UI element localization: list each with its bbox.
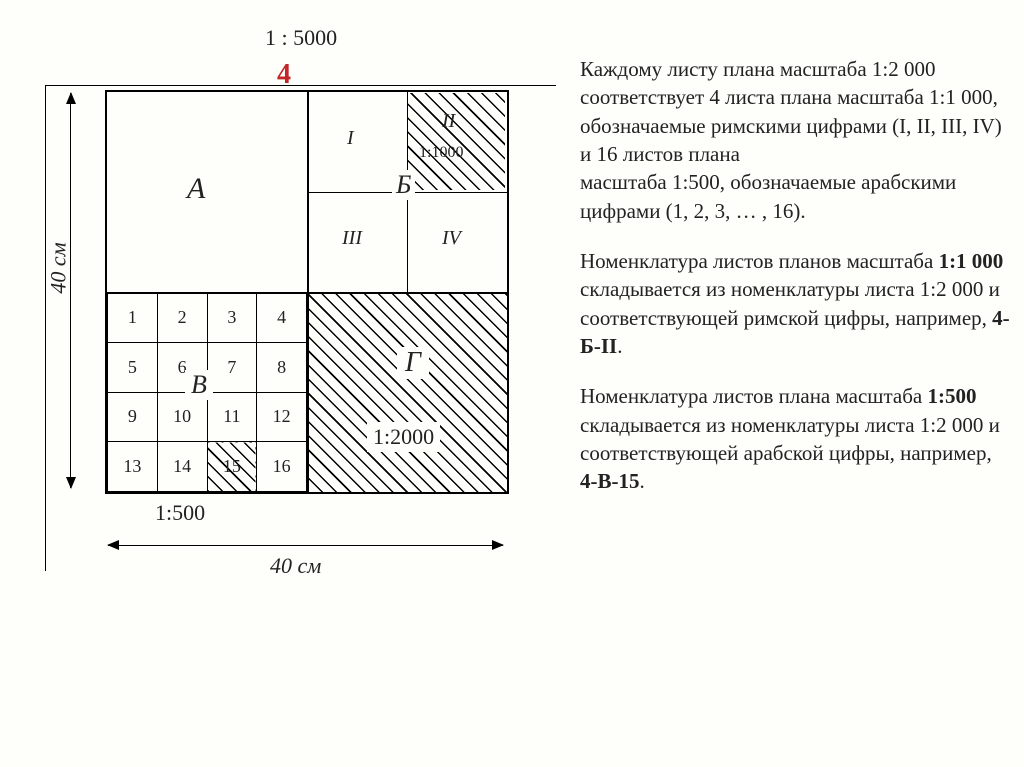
cell-2: 2 (157, 293, 207, 343)
paragraph-3: Номенклатура листов плана масштаба 1:500… (580, 382, 1010, 495)
p3a: Номенклатура листов плана масштаба (580, 384, 927, 408)
p1c: масштаба 1:500, обозначаемые арабскими ц… (580, 170, 956, 222)
cell-15: 15 (207, 442, 257, 492)
cell-7: 7 (207, 342, 257, 392)
p3b: 1:500 (927, 384, 976, 408)
cell-3: 3 (207, 293, 257, 343)
cell-4: 4 (257, 293, 307, 343)
p3e: . (640, 469, 645, 493)
cell-5: 5 (108, 342, 158, 392)
scale-5000-label: 1 : 5000 (265, 25, 337, 51)
label-D: Г (397, 347, 429, 379)
label-IV: IV (442, 227, 461, 250)
cell-1: 1 (108, 293, 158, 343)
main-square: A I II 1:1000 III IV Б (105, 90, 509, 494)
label-II: II (442, 110, 455, 133)
page: 1 : 5000 4 40 см A I II 1:1000 II (0, 0, 1024, 767)
quad-C: 1 2 3 4 5 6 7 8 9 10 (107, 292, 307, 492)
p2b: 1:1 000 (939, 249, 1004, 273)
label-C-center: B (185, 370, 213, 400)
label-I: I (347, 127, 354, 150)
scale-500-label: 1:500 (155, 500, 205, 526)
cell-16: 16 (257, 442, 307, 492)
quad-B-II-hatch (408, 93, 505, 190)
quad-A: A (107, 92, 307, 292)
p3c: складывается из номенклатуры листа 1:2 0… (580, 413, 1000, 465)
p2c: складывается из номенклатуры листа 1:2 0… (580, 277, 1000, 329)
dimension-vertical-label: 40 см (46, 242, 72, 293)
paragraph-2: Номенклатура листов планов масштаба 1:1 … (580, 247, 1010, 360)
cell-9: 9 (108, 392, 158, 442)
label-A: A (187, 172, 205, 206)
quad-B: I II 1:1000 III IV Б (307, 92, 507, 292)
dimension-horizontal (108, 545, 503, 546)
scale-2000: 1:2000 (367, 422, 440, 452)
label-B-center: Б (392, 170, 415, 200)
p1b: и 16 листов плана (580, 142, 740, 166)
description-text: Каждому листу плана масштаба 1:2 000 соо… (580, 55, 1010, 518)
scale-1000: 1:1000 (419, 144, 463, 162)
p2e: . (617, 334, 622, 358)
label-III: III (342, 227, 362, 250)
p3d: 4-В-15 (580, 469, 640, 493)
quad-D: Г 1:2000 (307, 292, 507, 492)
dimension-horizontal-label: 40 см (270, 553, 321, 579)
paragraph-1: Каждому листу плана масштаба 1:2 000 соо… (580, 55, 1010, 225)
cell-8: 8 (257, 342, 307, 392)
p1a: Каждому листу плана масштаба 1:2 000 соо… (580, 57, 1002, 138)
cell-14: 14 (157, 442, 207, 492)
cell-13: 13 (108, 442, 158, 492)
cell-11: 11 (207, 392, 257, 442)
cell-12: 12 (257, 392, 307, 442)
p2a: Номенклатура листов планов масштаба (580, 249, 939, 273)
diagram: 1 : 5000 4 40 см A I II 1:1000 II (25, 25, 555, 585)
